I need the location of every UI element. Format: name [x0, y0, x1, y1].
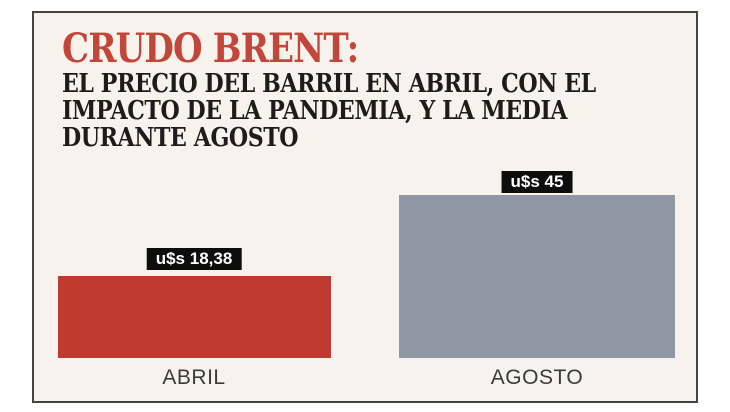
value-label-agosto: u$s 45	[501, 171, 573, 193]
subtitle-line-3: DURANTE AGOSTO	[62, 123, 299, 153]
chart-subtitle: EL PRECIO DEL BARRIL EN ABRIL, CON EL IM…	[62, 71, 596, 152]
chart-title: CRUDO BRENT:	[62, 25, 359, 72]
subtitle-line-2: IMPACTO DE LA PANDEMIA, Y LA MEDIA	[62, 96, 568, 126]
bar-agosto	[399, 195, 675, 358]
bar-abril	[58, 276, 331, 358]
chart-frame: CRUDO BRENT: EL PRECIO DEL BARRIL EN ABR…	[32, 11, 698, 403]
subtitle-line-1: EL PRECIO DEL BARRIL EN ABRIL, CON EL	[62, 69, 596, 99]
value-label-abril: u$s 18,38	[146, 248, 242, 270]
category-label-agosto: AGOSTO	[490, 366, 584, 389]
category-label-abril: ABRIL	[162, 366, 226, 389]
chart-header: CRUDO BRENT: EL PRECIO DEL BARRIL EN ABR…	[62, 27, 596, 152]
